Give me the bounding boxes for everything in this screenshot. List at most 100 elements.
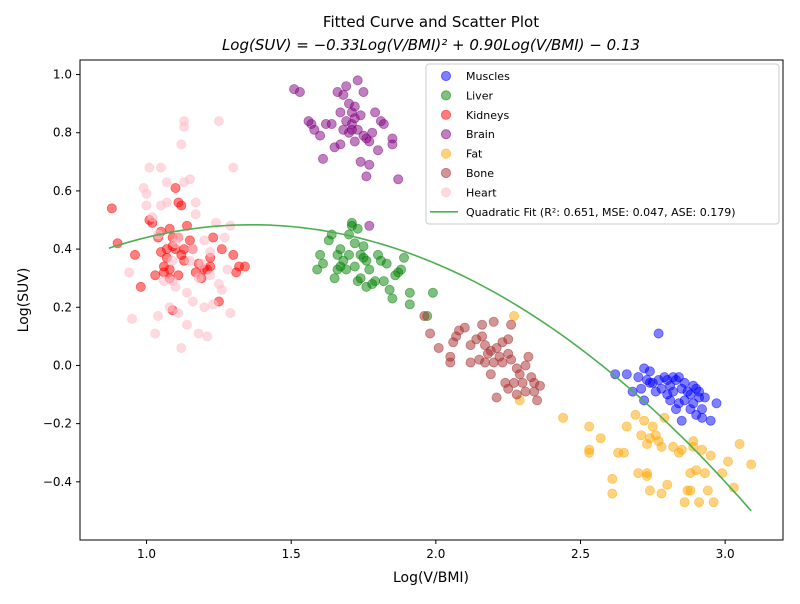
data-point <box>679 395 690 406</box>
data-point <box>676 444 687 455</box>
data-point <box>161 177 172 188</box>
data-point <box>317 258 328 269</box>
data-point <box>187 244 198 255</box>
data-point <box>398 252 409 263</box>
data-point <box>349 136 360 147</box>
series-heart <box>124 116 239 353</box>
data-point <box>355 273 366 284</box>
data-point <box>364 136 375 147</box>
data-point <box>506 319 517 330</box>
data-point <box>335 107 346 118</box>
data-point <box>216 284 227 295</box>
data-point <box>239 261 250 272</box>
data-point <box>691 465 702 476</box>
data-point <box>535 380 546 391</box>
data-point <box>173 308 184 319</box>
legend-marker <box>440 187 452 198</box>
data-point <box>312 264 323 275</box>
data-point <box>433 342 444 353</box>
data-point <box>644 485 655 496</box>
data-point <box>532 395 543 406</box>
data-point <box>514 369 525 380</box>
data-point <box>193 328 204 339</box>
data-point <box>329 273 340 284</box>
data-point <box>228 249 239 260</box>
data-point <box>477 331 488 342</box>
data-point <box>656 488 667 499</box>
data-point <box>179 121 190 132</box>
data-point <box>202 331 213 342</box>
data-point <box>341 264 352 275</box>
data-point <box>711 398 722 409</box>
data-point <box>225 308 236 319</box>
data-point <box>488 316 499 327</box>
data-point <box>459 322 470 333</box>
data-point <box>315 130 326 141</box>
data-point <box>370 276 381 287</box>
data-point <box>520 386 531 397</box>
y-tick-label: 0.2 <box>53 300 72 314</box>
data-point <box>723 456 734 467</box>
data-point <box>610 369 621 380</box>
data-point <box>181 220 192 231</box>
data-point <box>633 468 644 479</box>
data-point <box>150 328 161 339</box>
y-tick-label: −0.2 <box>43 417 72 431</box>
data-point <box>508 310 519 321</box>
data-point <box>427 287 438 298</box>
y-tick-label: 0.0 <box>53 358 72 372</box>
data-point <box>179 244 190 255</box>
data-point <box>349 238 360 249</box>
data-point <box>361 255 372 266</box>
data-point <box>479 357 490 368</box>
data-point <box>644 366 655 377</box>
data-point <box>621 369 632 380</box>
data-point <box>653 328 664 339</box>
data-point <box>659 412 670 423</box>
data-point <box>378 276 389 287</box>
data-point <box>161 197 172 208</box>
data-point <box>228 162 239 173</box>
series-bone <box>419 310 546 406</box>
data-point <box>181 287 192 298</box>
data-point <box>358 87 369 98</box>
data-point <box>181 319 192 330</box>
data-point <box>144 162 155 173</box>
data-point <box>506 354 517 365</box>
data-point <box>445 357 456 368</box>
series-muscles <box>610 328 722 426</box>
data-point <box>503 334 514 345</box>
data-point <box>205 261 216 272</box>
data-point <box>164 264 175 275</box>
data-point <box>636 430 647 441</box>
data-point <box>364 220 375 231</box>
data-point <box>699 468 710 479</box>
data-point <box>155 162 166 173</box>
x-tick-label: 1.0 <box>137 547 156 561</box>
legend-label: Liver <box>466 89 493 102</box>
data-point <box>187 296 198 307</box>
data-point <box>193 273 204 284</box>
legend-label: Heart <box>466 186 497 199</box>
y-axis-ticks: −0.4 −0.2 0.0 0.2 0.4 0.6 0.8 1.0 <box>43 68 80 489</box>
legend-label: Brain <box>466 128 495 141</box>
data-point <box>511 389 522 400</box>
legend: Muscles Liver Kidneys Brain Fat Bone Heart Quad… <box>425 63 780 225</box>
data-point <box>222 264 233 275</box>
data-point <box>184 235 195 246</box>
data-point <box>326 119 337 130</box>
y-tick-label: −0.4 <box>43 475 72 489</box>
data-point <box>170 281 181 292</box>
legend-box <box>425 63 780 225</box>
legend-label: Bone <box>466 167 494 180</box>
data-point <box>584 447 595 458</box>
data-point <box>141 200 152 211</box>
data-point <box>343 249 354 260</box>
data-point <box>656 441 667 452</box>
data-point <box>315 249 326 260</box>
data-point <box>361 171 372 182</box>
data-point <box>199 302 210 313</box>
data-point <box>367 127 378 138</box>
data-point <box>338 89 349 100</box>
legend-label: Kidneys <box>466 109 510 122</box>
